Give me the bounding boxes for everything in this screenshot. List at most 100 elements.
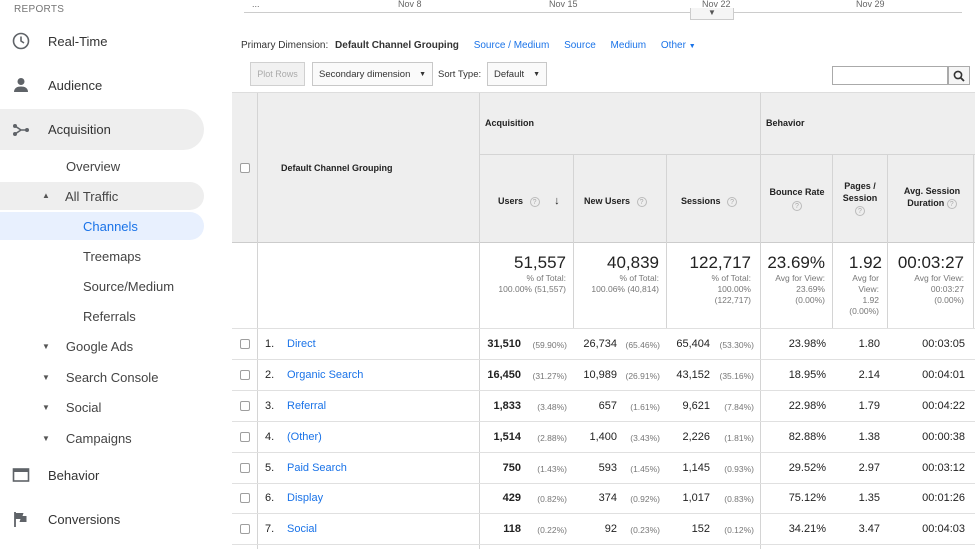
new-users-percent: (65.46%) xyxy=(625,340,661,350)
sort-type-label: Sort Type: xyxy=(438,69,482,80)
secondary-dimension-dropdown[interactable]: Secondary dimension ▼ xyxy=(312,62,433,86)
channel-link[interactable]: Organic Search xyxy=(287,369,364,381)
bounce-rate-column-header[interactable]: Bounce Rate ? xyxy=(767,186,827,211)
table-row: 7. Social 118 (0.22%) 92 (0.23%) 152 (0.12%) 34.… xyxy=(232,514,975,545)
help-icon[interactable]: ? xyxy=(946,199,957,209)
total-pages-session-caption: Avg for View: 1.92 (0.00%) xyxy=(833,273,879,317)
sidebar-item-label: Campaigns xyxy=(65,430,132,446)
sidebar-item-campaigns[interactable]: ▼ Campaigns xyxy=(42,424,132,452)
acquisition-group-header: Acquisition xyxy=(485,118,534,128)
pages-session-value: 3.47 xyxy=(858,523,880,535)
row-number: 2. xyxy=(265,369,275,381)
sidebar-item-google-ads[interactable]: ▼ Google Ads xyxy=(42,332,133,360)
channel-link[interactable]: Direct xyxy=(287,338,316,350)
sidebar-item-acquisition[interactable]: Acquisition xyxy=(0,109,204,150)
avg-duration-value: 00:01:26 xyxy=(922,492,965,504)
sidebar-item-conversions[interactable]: Conversions xyxy=(0,499,204,539)
column-divider xyxy=(973,154,974,329)
row-checkbox[interactable] xyxy=(240,524,250,534)
table-toolbar: Plot Rows Secondary dimension ▼ Sort Typ… xyxy=(250,62,975,86)
help-icon[interactable]: ? xyxy=(855,206,865,216)
sidebar-item-label: Treemaps xyxy=(83,248,142,264)
chevron-down-icon: ▼ xyxy=(688,43,696,50)
chart-collapse-toggle[interactable]: ▼ xyxy=(690,8,734,20)
total-caption-line: 100.00% xyxy=(717,284,751,294)
sessions-percent: (7.84%) xyxy=(724,402,754,412)
sort-type-value: Default xyxy=(494,68,525,80)
new-users-percent: (0.23%) xyxy=(630,525,660,535)
users-percent: (3.48%) xyxy=(537,402,567,412)
plot-rows-button[interactable]: Plot Rows xyxy=(250,62,305,86)
search-button[interactable] xyxy=(948,66,970,85)
help-icon[interactable]: ? xyxy=(727,197,738,207)
caret-down-icon: ▼ xyxy=(42,372,50,382)
acquisition-icon xyxy=(11,120,31,140)
sidebar-item-label: Acquisition xyxy=(48,122,111,137)
sidebar-item-overview[interactable]: Overview xyxy=(66,152,120,180)
total-avg-duration-caption: Avg for View: 00:03:27 (0.00%) xyxy=(888,273,964,306)
row-checkbox[interactable] xyxy=(240,432,250,442)
sessions-column-header[interactable]: Sessions ? xyxy=(681,195,738,207)
users-value: 1,833 xyxy=(493,400,521,412)
dimension-link-source-medium[interactable]: Source / Medium xyxy=(473,40,550,51)
flag-icon xyxy=(11,509,31,529)
sidebar-item-label: Audience xyxy=(48,77,103,93)
row-checkbox[interactable] xyxy=(240,370,250,380)
channel-link[interactable]: Referral xyxy=(287,400,327,412)
dimension-link-other[interactable]: Other ▼ xyxy=(661,40,696,51)
new-users-column-header[interactable]: New Users ? xyxy=(584,195,647,207)
column-divider xyxy=(257,93,258,549)
help-icon[interactable]: ? xyxy=(529,197,540,207)
sidebar-item-treemaps[interactable]: Treemaps xyxy=(83,242,141,270)
users-percent: (31.27%) xyxy=(532,371,568,381)
users-value: 1,514 xyxy=(493,431,521,443)
row-checkbox[interactable] xyxy=(240,493,250,503)
row-divider xyxy=(232,421,975,422)
column-divider xyxy=(666,154,667,329)
totals-divider xyxy=(232,328,975,329)
bounce-rate-value: 23.98% xyxy=(788,338,826,350)
avg-session-duration-column-header[interactable]: Avg. Session Duration ? xyxy=(894,185,970,209)
sessions-percent: (0.12%) xyxy=(724,525,754,535)
channel-link[interactable]: Social xyxy=(287,523,317,535)
sidebar-item-realtime[interactable]: Real-Time xyxy=(0,21,204,61)
dimension-column-header[interactable]: Default Channel Grouping xyxy=(281,163,393,173)
users-percent: (1.43%) xyxy=(537,464,567,474)
sidebar-item-channels[interactable]: Channels xyxy=(0,212,204,240)
help-icon[interactable]: ? xyxy=(636,197,647,207)
help-icon[interactable]: ? xyxy=(792,201,802,211)
sidebar-item-source-medium[interactable]: Source/Medium xyxy=(83,272,174,300)
sidebar-item-referrals[interactable]: Referrals xyxy=(83,302,136,330)
users-value: 750 xyxy=(502,462,521,474)
row-checkbox[interactable] xyxy=(240,339,250,349)
row-checkbox[interactable] xyxy=(240,463,250,473)
sidebar-item-all-traffic[interactable]: ▲ All Traffic xyxy=(0,182,204,210)
dimension-link-medium[interactable]: Medium xyxy=(610,40,647,51)
chart-axis-line xyxy=(244,12,962,13)
new-users-percent: (26.91%) xyxy=(625,371,661,381)
sidebar-item-behavior[interactable]: Behavior xyxy=(0,455,204,495)
column-label: New Users xyxy=(584,196,631,206)
dimension-link-source[interactable]: Source xyxy=(564,40,596,51)
pages-session-column-header[interactable]: Pages / Session ? xyxy=(836,180,884,216)
avg-duration-value: 00:04:03 xyxy=(922,523,965,535)
row-checkbox[interactable] xyxy=(240,401,250,411)
sidebar-item-social[interactable]: ▼ Social xyxy=(42,393,101,421)
sort-desc-arrow-icon[interactable]: ↓ xyxy=(554,195,560,207)
table-row: 3. Referral 1,833 (3.48%) 657 (1.61%) 9,621 (7.… xyxy=(232,391,975,422)
channel-link[interactable]: Display xyxy=(287,492,324,504)
channel-link[interactable]: Paid Search xyxy=(287,462,347,474)
new-users-value: 10,989 xyxy=(583,369,617,381)
pages-session-value: 2.14 xyxy=(858,369,880,381)
sidebar-item-search-console[interactable]: ▼ Search Console xyxy=(42,363,158,391)
total-sessions-caption: % of Total: 100.00% (122,717) xyxy=(667,273,751,306)
avg-duration-value: 00:04:22 xyxy=(922,400,965,412)
axis-date-label: ... xyxy=(252,0,260,9)
channel-link[interactable]: (Other) xyxy=(287,431,322,443)
table-search-input[interactable] xyxy=(832,66,948,85)
sort-type-dropdown[interactable]: Default ▼ xyxy=(487,62,547,86)
select-all-checkbox[interactable] xyxy=(240,163,250,173)
users-column-header[interactable]: Users ? ↓ xyxy=(498,195,560,207)
sidebar-item-audience[interactable]: Audience xyxy=(0,65,204,105)
pages-session-value: 1.80 xyxy=(858,338,880,350)
